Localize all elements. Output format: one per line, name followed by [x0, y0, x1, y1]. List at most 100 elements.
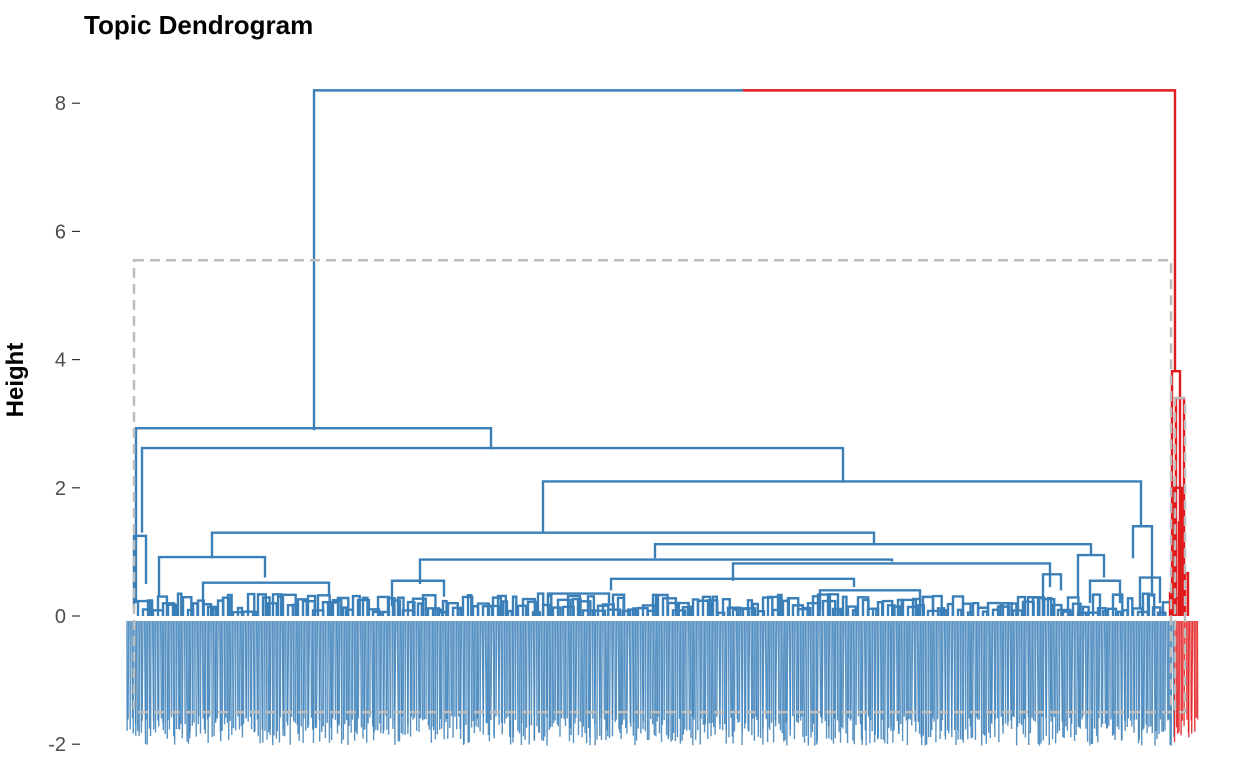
merge-link	[851, 609, 858, 616]
leaf-label	[427, 620, 430, 726]
leaf-label	[933, 620, 936, 722]
leaf-label	[970, 620, 973, 739]
merge-link	[771, 608, 782, 616]
leaf-label	[1024, 620, 1027, 738]
leaf-label	[229, 620, 232, 721]
merge-link	[1091, 593, 1102, 616]
leaf-label	[976, 620, 979, 720]
leaf-label	[1047, 620, 1051, 746]
leaf-label	[419, 620, 423, 719]
leaf-label	[768, 620, 771, 730]
leaf-label	[495, 620, 498, 717]
merge-link	[776, 593, 783, 616]
leaf-label	[764, 620, 767, 720]
merge-link	[686, 605, 693, 616]
leaf-label	[239, 620, 243, 727]
leaf-label	[957, 620, 960, 740]
leaf-label	[886, 620, 889, 745]
leaf-label	[1082, 620, 1085, 717]
leaf-label	[654, 620, 657, 737]
merge-link	[201, 581, 331, 604]
leaf-label	[988, 620, 992, 739]
leaf-label	[357, 620, 360, 719]
leaf-label	[869, 620, 872, 721]
leaf-label	[537, 620, 540, 733]
leaf-label	[704, 620, 707, 725]
merge-link	[896, 598, 903, 616]
leaf-labels	[126, 620, 1199, 746]
merge-link	[291, 603, 298, 616]
leaf-label	[879, 620, 882, 740]
cluster-rects	[132, 258, 1187, 714]
leaf-label	[962, 620, 965, 743]
leaf-label	[457, 620, 460, 717]
merge-link	[1016, 595, 1027, 616]
merge-link	[726, 606, 742, 616]
merge-link	[551, 606, 562, 616]
leaf-label	[1185, 620, 1188, 720]
merge-link	[221, 596, 231, 616]
leaf-label	[678, 620, 681, 719]
merge-link	[609, 577, 856, 591]
leaf-label	[482, 620, 485, 735]
leaf-label	[993, 620, 996, 737]
leaf-label	[941, 620, 944, 720]
leaf-label	[1009, 620, 1012, 721]
leaf-label	[699, 620, 702, 745]
leaf-label	[908, 620, 911, 720]
leaf-label	[1086, 620, 1090, 719]
leaf-label	[284, 620, 287, 737]
leaf-label	[583, 620, 586, 734]
leaf-label	[402, 620, 405, 735]
leaf-label	[725, 620, 728, 744]
leaf-label	[1153, 620, 1156, 746]
merge-link	[157, 555, 267, 597]
leaf-label	[520, 620, 523, 723]
leaf-label	[315, 620, 319, 728]
merge-link	[661, 597, 678, 616]
leaf-label	[868, 620, 871, 744]
merge-link	[816, 593, 832, 616]
merge-link	[306, 594, 317, 616]
leaf-label	[931, 620, 935, 719]
leaf-label	[135, 620, 138, 736]
leaf-label	[594, 620, 597, 724]
leaf-label	[913, 620, 916, 722]
leaf-label	[632, 620, 635, 723]
leaf-label	[1181, 620, 1184, 721]
leaf-label	[741, 620, 744, 745]
leaf-label	[1045, 620, 1048, 736]
merge-link	[1177, 521, 1184, 616]
leaf-label	[667, 620, 671, 737]
leaf-label	[546, 620, 549, 746]
leaf-label	[744, 620, 747, 724]
leaf-label	[332, 620, 335, 719]
merge-link	[956, 608, 963, 616]
leaf-label	[231, 620, 234, 735]
leaf-label	[1042, 620, 1045, 741]
leaf-label	[786, 620, 789, 746]
leaf-label	[909, 620, 912, 720]
leaf-label	[232, 620, 235, 729]
leaf-label	[463, 620, 466, 744]
leaf-label	[367, 620, 370, 724]
leaf-label	[1013, 620, 1016, 718]
merge-link	[571, 597, 582, 616]
leaf-label	[185, 620, 188, 742]
leaf-label	[1060, 620, 1063, 722]
leaf-label	[1032, 620, 1035, 721]
merge-link	[466, 593, 473, 616]
merge-link	[441, 599, 448, 616]
leaf-label	[877, 620, 880, 738]
merge-link	[386, 597, 396, 616]
merge-link	[181, 596, 193, 616]
merge-link	[390, 579, 446, 607]
leaf-label	[831, 620, 835, 744]
merge-link	[731, 608, 739, 616]
y-axis: -2 0 2 4 6 8	[48, 93, 80, 756]
leaf-label	[999, 620, 1002, 717]
leaf-label	[1012, 620, 1015, 717]
leaf-label	[929, 620, 932, 737]
leaf-label	[842, 620, 845, 729]
leaf-label	[267, 620, 270, 733]
